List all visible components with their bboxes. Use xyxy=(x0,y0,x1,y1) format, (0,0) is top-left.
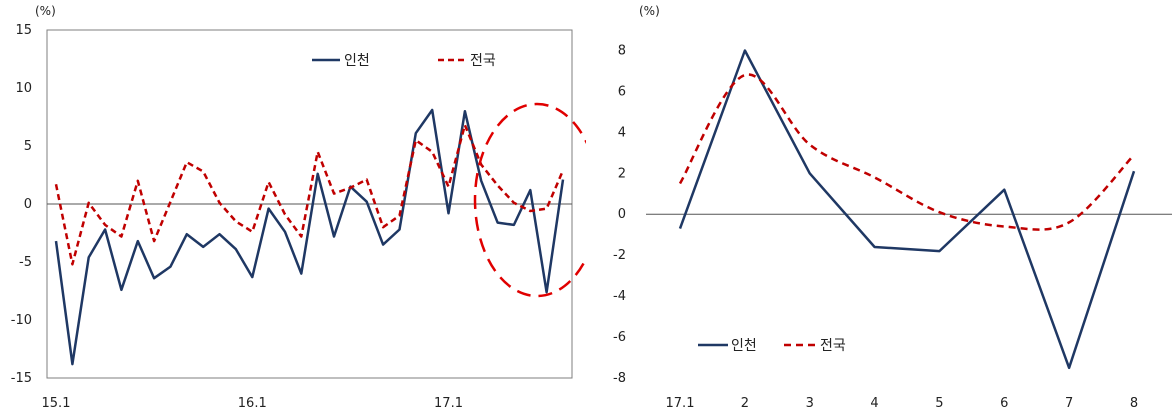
unit-label: (%) xyxy=(35,4,56,18)
x-tick-label: 3 xyxy=(806,396,814,411)
x-tick-label: 17.1 xyxy=(666,396,695,411)
y-tick-label: 15 xyxy=(15,23,32,38)
y-tick-label: -5 xyxy=(19,255,32,270)
y-tick-label: -2 xyxy=(613,248,626,263)
y-tick-label: -6 xyxy=(613,330,626,345)
left-line-chart: (%)15 10 5 0 -5 -10 -15 15.1 16.1 17.1 인천 전국 xyxy=(11,4,586,411)
y-tick-label: -15 xyxy=(11,371,32,386)
x-tick-label: 7 xyxy=(1065,396,1073,411)
unit-label: (%) xyxy=(639,4,660,18)
y-tick-label: -4 xyxy=(613,289,626,304)
y-tick-label: 2 xyxy=(618,166,626,181)
x-tick-label: 6 xyxy=(1000,396,1008,411)
y-tick-label: 0 xyxy=(24,197,32,212)
series-line-전국 xyxy=(678,73,1135,231)
x-tick-label: 17.1 xyxy=(434,396,463,411)
y-tick-label: 4 xyxy=(618,125,626,140)
legend-label-national: 전국 xyxy=(470,53,496,69)
series-line-전국 xyxy=(54,123,565,266)
y-tick-label: 0 xyxy=(618,207,626,222)
x-tick-label: 16.1 xyxy=(238,396,267,411)
y-tick-label: 10 xyxy=(15,81,32,96)
legend-label-national: 전국 xyxy=(820,338,846,354)
x-tick-label: 4 xyxy=(870,396,878,411)
series-line-인천 xyxy=(54,108,565,366)
y-tick-label: -8 xyxy=(613,371,626,386)
right-line-chart: (%) 8 6 4 2 0 -2 -4 -6 -8 17.1 2 3 4 5 6 7 8 인천 전국 xyxy=(613,4,1172,411)
x-tick-label: 2 xyxy=(741,396,749,411)
y-tick-label: 6 xyxy=(618,84,626,99)
x-tick-label: 5 xyxy=(935,396,943,411)
y-tick-label: 5 xyxy=(24,139,32,154)
x-tick-label: 15.1 xyxy=(42,396,71,411)
y-tick-label: -10 xyxy=(11,313,32,328)
legend-label-incheon: 인천 xyxy=(344,53,370,69)
y-tick-label: 8 xyxy=(618,43,626,58)
x-tick-label: 8 xyxy=(1130,396,1138,411)
series-line-인천 xyxy=(678,49,1136,370)
highlight-ellipse xyxy=(473,102,586,298)
legend-label-incheon: 인천 xyxy=(731,338,757,354)
